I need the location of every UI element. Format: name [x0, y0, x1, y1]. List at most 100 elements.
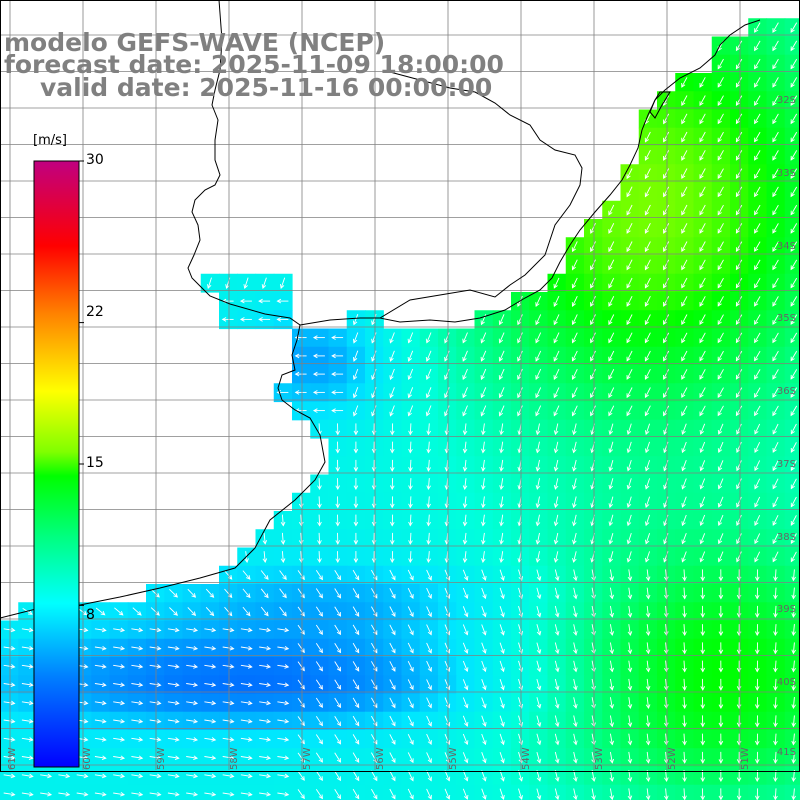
- wind-arrow: [131, 700, 144, 706]
- wind-arrow: [754, 678, 760, 691]
- wind-arrow: [371, 588, 378, 599]
- wind-arrow: [663, 186, 670, 198]
- wind-arrow: [389, 423, 395, 436]
- wind-arrow: [149, 645, 162, 651]
- wind-arrow: [480, 350, 487, 362]
- wind-arrow: [645, 770, 651, 783]
- wind-arrow: [718, 624, 724, 637]
- wind-arrow: [331, 335, 344, 340]
- wind-speed-cell: [401, 784, 421, 800]
- wind-arrow: [609, 697, 615, 709]
- wind-arrow: [204, 755, 217, 761]
- wind-arrow: [553, 405, 560, 417]
- wind-arrow: [481, 752, 487, 764]
- wind-arrow: [572, 532, 577, 545]
- wind-arrow: [259, 755, 272, 761]
- wind-arrow: [754, 642, 760, 655]
- wind-arrow: [536, 642, 542, 655]
- wind-arrow: [444, 332, 450, 344]
- wind-arrow: [627, 715, 633, 728]
- wind-arrow: [699, 514, 706, 527]
- wind-arrow: [609, 569, 615, 582]
- wind-arrow: [700, 788, 706, 800]
- wind-arrow: [353, 478, 359, 491]
- wind-arrow: [389, 459, 395, 472]
- wind-arrow: [572, 459, 577, 472]
- wind-arrow: [681, 551, 687, 563]
- wind-arrow: [277, 718, 290, 724]
- wind-arrow: [772, 460, 779, 472]
- wind-arrow: [627, 642, 633, 655]
- wind-arrow: [626, 423, 632, 435]
- wind-arrow: [644, 460, 651, 472]
- wind-arrow: [718, 733, 724, 746]
- wind-arrow: [699, 223, 706, 234]
- wind-arrow: [790, 332, 798, 344]
- wind-arrow: [258, 298, 271, 304]
- wind-arrow: [754, 460, 761, 472]
- wind-arrow: [186, 645, 199, 651]
- wind-arrow: [772, 259, 779, 271]
- wind-arrow: [407, 332, 414, 344]
- coastline-path: [0, 0, 326, 619]
- wind-arrow: [312, 335, 325, 340]
- wind-speed-cell: [547, 784, 567, 800]
- wind-speed-cell: [438, 784, 457, 800]
- wind-arrow: [331, 371, 344, 377]
- wind-arrow: [590, 405, 596, 417]
- wind-arrow: [371, 368, 377, 381]
- wind-arrow: [608, 478, 614, 490]
- wind-speed-cell: [784, 182, 800, 202]
- wind-arrow: [608, 222, 615, 234]
- wind-arrow: [754, 715, 760, 728]
- wind-arrow: [735, 113, 743, 125]
- wind-arrow: [536, 788, 542, 800]
- wind-arrow: [626, 478, 632, 490]
- wind-arrow: [772, 369, 779, 380]
- wind-arrow: [735, 314, 743, 326]
- wind-arrow: [352, 715, 360, 727]
- wind-arrow: [149, 718, 162, 724]
- wind-arrow: [222, 755, 235, 761]
- wind-arrow: [426, 606, 432, 618]
- wind-arrow: [553, 332, 560, 344]
- wind-arrow: [754, 241, 761, 252]
- wind-arrow: [94, 755, 107, 761]
- wind-arrow: [481, 660, 487, 673]
- wind-arrow: [3, 700, 16, 706]
- wind-arrow: [462, 350, 468, 362]
- wind-arrow: [131, 755, 144, 761]
- wind-arrow: [735, 332, 743, 344]
- wind-arrow: [242, 570, 251, 580]
- wind-arrow: [444, 368, 450, 381]
- wind-arrow: [754, 551, 761, 563]
- wind-arrow: [242, 588, 251, 599]
- wind-arrow: [167, 737, 180, 742]
- wind-speed-cell: [784, 584, 800, 603]
- wind-arrow: [772, 496, 779, 508]
- wind-arrow: [331, 390, 344, 395]
- wind-arrow: [554, 715, 560, 728]
- wind-arrow: [535, 551, 541, 563]
- wind-arrow: [352, 368, 359, 381]
- wind-arrow: [718, 587, 724, 600]
- wind-arrow: [149, 791, 162, 797]
- wind-arrow: [772, 350, 779, 362]
- wind-arrow: [772, 533, 779, 545]
- wind-arrow: [334, 752, 341, 763]
- wind-arrow: [3, 627, 16, 633]
- wind-arrow: [499, 441, 504, 454]
- wind-arrow: [149, 700, 162, 706]
- wind-arrow: [644, 259, 651, 271]
- wind-arrow: [791, 678, 796, 691]
- wind-arrow: [167, 773, 180, 779]
- wind-arrow: [462, 587, 469, 600]
- wind-speed-cell: [784, 255, 800, 275]
- colorbar: [33, 160, 84, 768]
- wind-speed-cell: [784, 620, 800, 640]
- wind-arrow: [499, 606, 505, 618]
- wind-arrow: [682, 605, 687, 618]
- lat-label-36s: 36S: [776, 386, 796, 397]
- wind-arrow: [735, 95, 743, 107]
- wind-speed-cell: [54, 784, 74, 800]
